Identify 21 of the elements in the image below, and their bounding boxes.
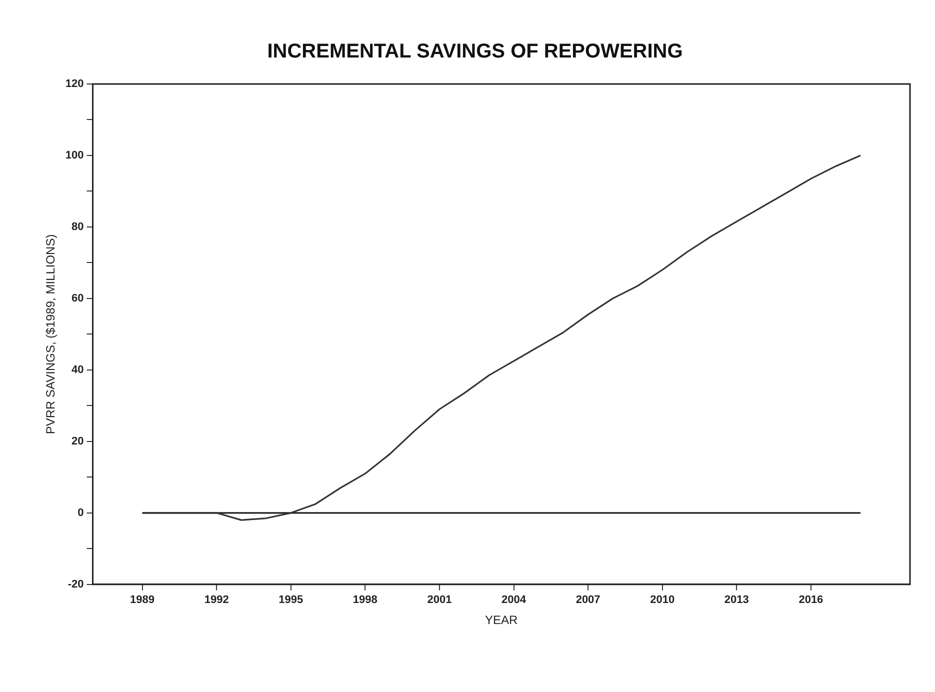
x-tick-label: 2010 [650,594,675,606]
y-tick-label: 100 [65,150,84,162]
x-tick-label: 2004 [502,594,527,606]
y-tick-label: 40 [72,364,84,376]
x-tick-label: 2013 [724,594,749,606]
x-tick-label: 1998 [352,594,378,606]
y-tick-label: 20 [72,435,84,448]
x-tick-label: 2016 [798,594,824,606]
x-tick-label: 1992 [204,594,229,606]
y-tick-label: 120 [65,78,84,90]
chart-title: INCREMENTAL SAVINGS OF REPOWERING [267,40,683,63]
y-tick-label: 0 [78,506,84,519]
x-axis-title: YEAR [485,613,518,628]
y-axis-title: PVRR SAVINGS, ($1989, MILLIONS) [44,234,58,434]
y-tick-label: -20 [68,578,84,590]
x-tick-label: 1989 [130,594,155,606]
y-tick-label: 80 [72,221,84,234]
x-tick-label: 2007 [576,594,600,606]
x-tick-label: 2001 [427,594,452,606]
x-tick-label: 1995 [278,594,304,606]
y-tick-label: 60 [72,292,84,304]
